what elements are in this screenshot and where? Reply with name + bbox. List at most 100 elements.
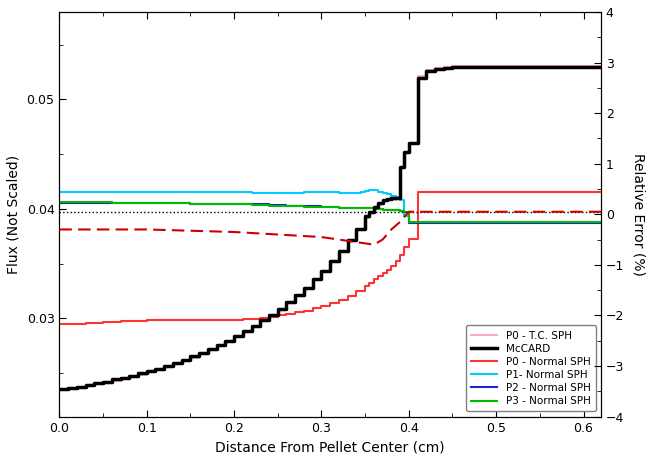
P2 - Normal SPH xyxy=(387,208,395,213)
P2 - Normal SPH xyxy=(318,204,325,209)
P0 - Normal SPH xyxy=(374,273,382,279)
P2 - Normal SPH xyxy=(55,200,63,206)
P2 - Normal SPH xyxy=(405,220,413,226)
Line: P2 - Normal SPH: P2 - Normal SPH xyxy=(59,203,601,223)
P3 - Normal SPH xyxy=(400,209,408,215)
Legend: P0 - T.C. SPH, McCARD, P0 - Normal SPH, P1- Normal SPH, P2 - Normal SPH, P3 - No: P0 - T.C. SPH, McCARD, P0 - Normal SPH, … xyxy=(466,325,596,411)
P2 - Normal SPH xyxy=(335,205,343,211)
P3 - Normal SPH xyxy=(108,200,115,206)
P0 - T.C. SPH xyxy=(431,65,439,71)
P2 - Normal SPH xyxy=(370,206,378,211)
P0 - Normal SPH xyxy=(562,189,570,195)
Line: McCARD: McCARD xyxy=(59,67,601,389)
P3 - Normal SPH xyxy=(282,203,290,208)
P3 - Normal SPH xyxy=(413,219,421,225)
P2 - Normal SPH xyxy=(265,201,273,207)
P2 - Normal SPH xyxy=(186,201,194,207)
P2 - Normal SPH xyxy=(353,205,361,211)
McCARD xyxy=(562,64,570,70)
P0 - T.C. SPH xyxy=(457,63,465,68)
P1- Normal SPH xyxy=(392,195,400,200)
P3 - Normal SPH xyxy=(597,219,605,225)
P1- Normal SPH xyxy=(300,190,308,196)
P3 - Normal SPH xyxy=(396,208,404,214)
P3 - Normal SPH xyxy=(230,201,238,207)
McCARD xyxy=(366,214,374,219)
P0 - T.C. SPH xyxy=(374,201,382,207)
P3 - Normal SPH xyxy=(265,202,273,208)
P3 - Normal SPH xyxy=(396,208,404,213)
P0 - T.C. SPH xyxy=(366,215,374,220)
P0 - T.C. SPH xyxy=(527,63,535,68)
P3 - Normal SPH xyxy=(353,205,361,211)
P1- Normal SPH xyxy=(597,220,605,226)
P1- Normal SPH xyxy=(55,189,63,195)
P3 - Normal SPH xyxy=(265,203,273,208)
P0 - Normal SPH xyxy=(440,189,448,195)
McCARD xyxy=(55,386,63,392)
P2 - Normal SPH xyxy=(536,220,544,226)
P3 - Normal SPH xyxy=(353,206,361,211)
P2 - Normal SPH xyxy=(300,203,308,209)
P2 - Normal SPH xyxy=(580,220,587,226)
P0 - T.C. SPH xyxy=(597,63,605,68)
P2 - Normal SPH xyxy=(413,220,421,226)
P3 - Normal SPH xyxy=(318,204,325,210)
P1- Normal SPH xyxy=(405,220,413,226)
P3 - Normal SPH xyxy=(230,201,238,207)
P2 - Normal SPH xyxy=(186,201,194,206)
P2 - Normal SPH xyxy=(108,200,115,206)
P1- Normal SPH xyxy=(366,188,374,194)
P2 - Normal SPH xyxy=(73,200,81,206)
P2 - Normal SPH xyxy=(108,201,115,206)
P3 - Normal SPH xyxy=(300,203,308,209)
P3 - Normal SPH xyxy=(186,201,194,206)
P3 - Normal SPH xyxy=(143,200,151,206)
P0 - Normal SPH xyxy=(597,189,605,195)
Y-axis label: Flux (Not Scaled): Flux (Not Scaled) xyxy=(7,155,21,274)
P2 - Normal SPH xyxy=(318,203,325,209)
P2 - Normal SPH xyxy=(387,207,395,213)
P3 - Normal SPH xyxy=(55,200,63,205)
Line: P0 - Normal SPH: P0 - Normal SPH xyxy=(59,192,601,324)
McCARD xyxy=(527,64,535,70)
P2 - Normal SPH xyxy=(143,201,151,206)
P3 - Normal SPH xyxy=(108,200,115,205)
P2 - Normal SPH xyxy=(400,209,408,214)
Y-axis label: Relative Error (%): Relative Error (%) xyxy=(631,153,645,276)
P3 - Normal SPH xyxy=(282,203,290,209)
P0 - Normal SPH xyxy=(195,317,203,323)
Line: P0 - T.C. SPH: P0 - T.C. SPH xyxy=(59,65,601,390)
P2 - Normal SPH xyxy=(580,220,587,226)
P2 - Normal SPH xyxy=(353,206,361,211)
P3 - Normal SPH xyxy=(492,219,500,225)
P2 - Normal SPH xyxy=(492,220,500,226)
McCARD xyxy=(374,200,382,206)
P2 - Normal SPH xyxy=(379,207,387,213)
McCARD xyxy=(457,64,465,70)
P2 - Normal SPH xyxy=(379,206,387,212)
P0 - Normal SPH xyxy=(527,189,535,195)
P3 - Normal SPH xyxy=(580,219,587,225)
P3 - Normal SPH xyxy=(73,200,81,205)
P2 - Normal SPH xyxy=(492,220,500,226)
Line: P3 - Normal SPH: P3 - Normal SPH xyxy=(59,202,601,222)
P3 - Normal SPH xyxy=(73,200,81,205)
McCARD xyxy=(431,66,439,71)
P1- Normal SPH xyxy=(597,220,605,226)
P3 - Normal SPH xyxy=(405,219,413,225)
P3 - Normal SPH xyxy=(536,219,544,225)
P2 - Normal SPH xyxy=(449,220,456,226)
P3 - Normal SPH xyxy=(370,206,378,211)
P3 - Normal SPH xyxy=(449,219,456,225)
P2 - Normal SPH xyxy=(597,220,605,226)
P2 - Normal SPH xyxy=(597,220,605,226)
P2 - Normal SPH xyxy=(73,200,81,206)
P3 - Normal SPH xyxy=(318,204,325,209)
P3 - Normal SPH xyxy=(370,206,378,212)
P3 - Normal SPH xyxy=(379,206,387,212)
P3 - Normal SPH xyxy=(405,209,413,215)
Line: P1- Normal SPH: P1- Normal SPH xyxy=(59,189,601,223)
P0 - Normal SPH xyxy=(55,321,63,326)
P3 - Normal SPH xyxy=(143,201,151,206)
